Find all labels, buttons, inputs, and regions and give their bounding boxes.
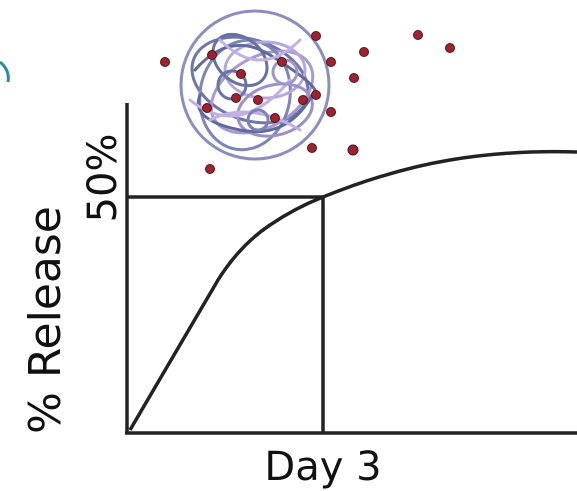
x-marker-label: Day 3	[264, 444, 381, 490]
release-curve	[130, 152, 577, 430]
y-marker-label: 50%	[80, 134, 126, 223]
y-axis-label: % Release	[20, 206, 71, 434]
drug-molecules	[161, 31, 455, 174]
polymer-particle	[180, 11, 329, 159]
edge-fragment	[0, 62, 8, 82]
release-diagram: % Release 50% Day 3	[0, 0, 577, 491]
